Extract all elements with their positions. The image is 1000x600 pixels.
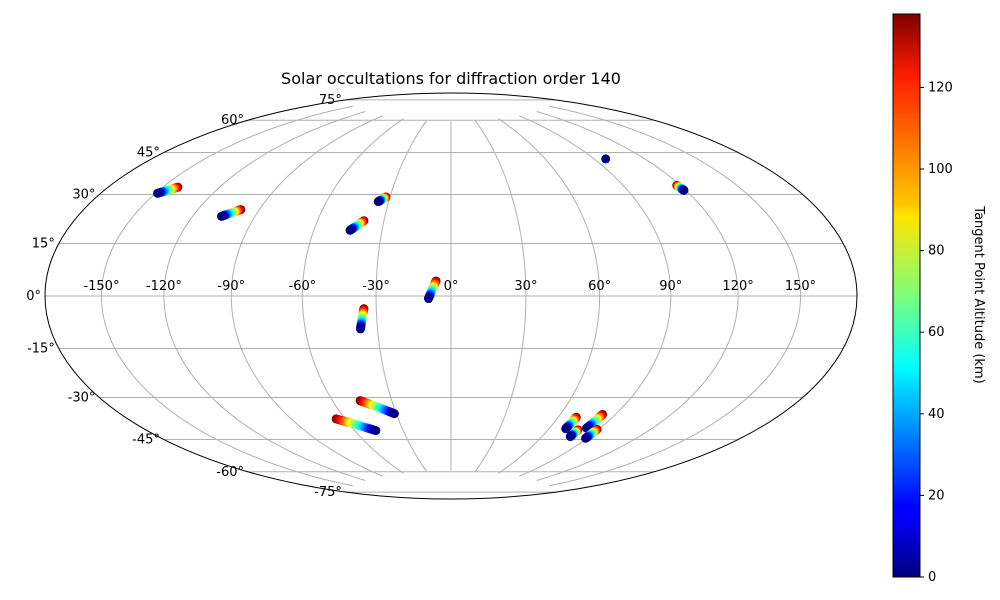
occultation-point [356,324,366,334]
latitude-tick-label: -45° [132,433,160,448]
colorbar-gradient [892,13,921,578]
longitude-tick-label: -120° [146,279,182,294]
colorbar-ticks: 0 20 40 60 80 100 120 [920,80,953,585]
colorbar-tick-label: 120 [928,80,953,95]
latitude-tick-label: 30° [72,188,95,203]
longitude-tick-label: 60° [588,279,611,294]
graticule-grid [45,99,857,493]
colorbar-label: Tangent Point Altitude (km) [971,205,986,383]
latitude-tick-label: -60° [216,465,244,480]
longitude-tick-label: 90° [659,279,682,294]
occultation-point [389,409,399,419]
latitude-tick-label: -30° [68,391,96,406]
occultation-point [373,197,383,207]
map-outline [44,92,858,500]
occultation-point [423,294,433,304]
latitude-tick-label: 0° [26,289,41,304]
occultation-point [601,154,611,164]
longitude-tick-labels: -150° -120° -90° -60° -30° 0° 30° 60° 90° 120° 150… [83,279,816,294]
longitude-tick-label: 30° [514,279,537,294]
occultation-point [153,188,163,198]
longitude-tick-label: -90° [217,279,245,294]
occultation-points [153,154,689,443]
colorbar: 0 20 40 60 80 100 120 Tangent Point Altitude (… [892,13,986,585]
latitude-tick-label: 15° [32,236,55,251]
longitude-tick-label: 120° [722,279,753,294]
latitude-tick-label: -15° [27,342,55,357]
occultation-point [679,185,689,195]
longitude-tick-label: 150° [785,279,816,294]
latitude-tick-label: 75° [319,93,342,108]
occultation-point [216,211,226,221]
longitude-tick-label: -30° [362,279,390,294]
latitude-tick-label: -75° [314,485,342,500]
latitude-tick-label: 45° [137,145,160,160]
colorbar-tick-label: 100 [928,162,953,177]
longitude-tick-label: -150° [83,279,119,294]
latitude-tick-labels: 75° 60° 45° 30° 15° 0° -15° -30° -45° -60° -75° [26,93,342,500]
colorbar-tick-label: 40 [928,407,945,422]
latitude-tick-label: 60° [221,113,244,128]
occultation-point [345,225,355,235]
longitude-tick-label: 0° [444,279,459,294]
occultation-point [561,424,571,434]
occultation-point [371,426,381,436]
colorbar-tick-label: 20 [928,488,945,503]
occultation-point [581,433,591,443]
colorbar-tick-label: 60 [928,325,945,340]
colorbar-tick-label: 0 [928,570,936,585]
colorbar-tick-label: 80 [928,244,945,259]
longitude-tick-label: -60° [289,279,317,294]
chart-title: Solar occultations for diffraction order… [281,69,621,88]
occultation-point [565,432,575,442]
